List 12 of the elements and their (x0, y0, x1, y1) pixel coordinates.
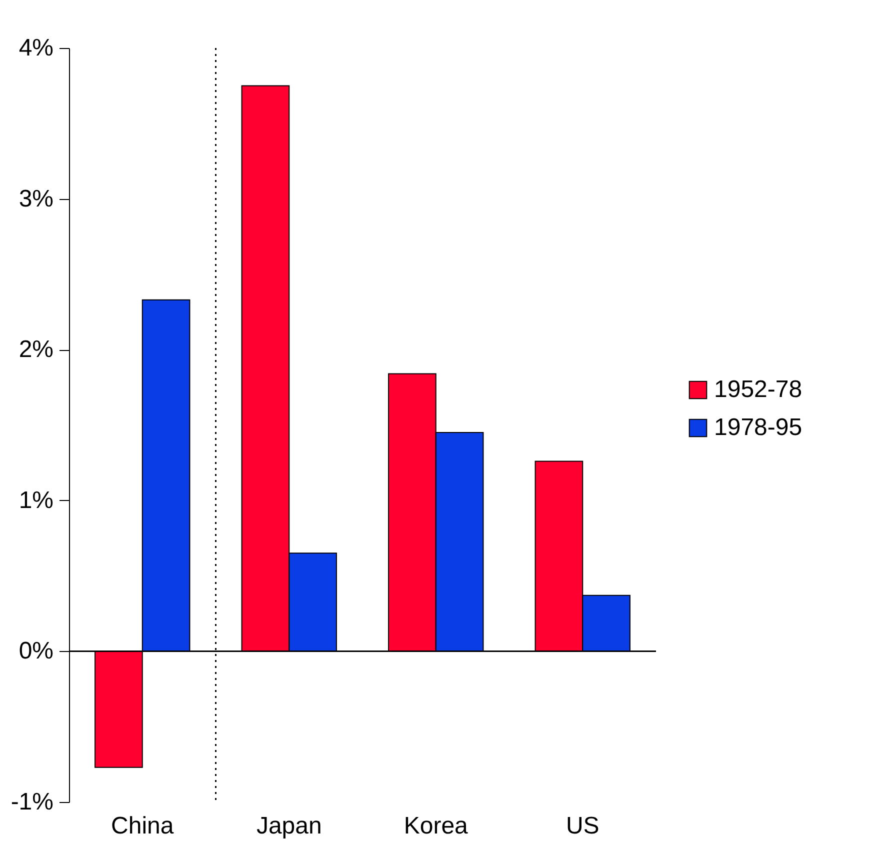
y-tick-label: -1% (10, 788, 54, 816)
y-tick-label: 3% (18, 185, 54, 212)
x-tick-label: Korea (404, 812, 469, 840)
y-tick-label: 0% (18, 638, 54, 665)
legend-label: 1952-78 (714, 376, 802, 403)
x-tick-label: China (111, 812, 174, 840)
y-tick-label: 1% (18, 486, 54, 514)
y-tick-label: 4% (18, 34, 54, 62)
y-tick-label: 2% (18, 336, 54, 364)
x-tick-label: US (566, 812, 600, 840)
x-tick-label: Japan (256, 812, 322, 840)
legend-label: 1978-95 (714, 414, 802, 441)
